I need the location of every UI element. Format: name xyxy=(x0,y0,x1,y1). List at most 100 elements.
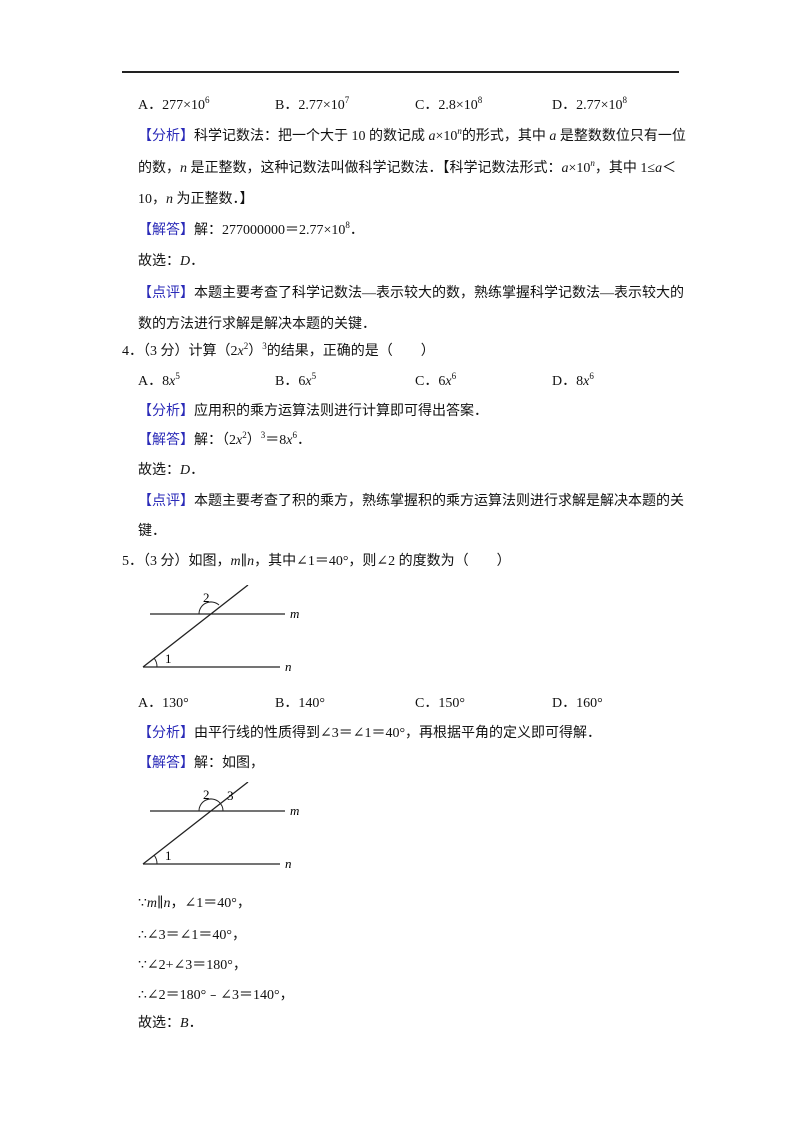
text-run: 本题主要考查了积的乘方，熟练掌握积的乘方运算法则进行求解是解决本题的关 xyxy=(194,494,684,509)
text-run: ＜ xyxy=(662,161,677,176)
text-run: 3 xyxy=(262,341,267,351)
text-line: ∴∠3＝∠1＝40°， xyxy=(138,926,246,946)
figure-label: n xyxy=(285,856,292,871)
text-run: 7 xyxy=(344,95,350,105)
option: A．277×106 xyxy=(138,96,210,116)
text-line: 的数，n 是正整数，这种记数法叫做科学记数法．【科学记数法形式：a×10n，其中… xyxy=(138,159,676,179)
text-run: ∴∠3＝∠1＝40°， xyxy=(138,928,246,943)
text-run: ． xyxy=(188,1016,203,1031)
text-run: 本题主要考查了科学记数法—表示较大的数，熟练掌握科学记数法—表示较大的 xyxy=(194,286,684,301)
text-line: 【解答】解：277000000＝2.77×108． xyxy=(138,221,364,241)
text-run: n xyxy=(247,554,255,569)
option: B．6x5 xyxy=(275,372,316,392)
text-run: x xyxy=(583,374,590,389)
text-run: m xyxy=(230,554,241,569)
text-run: ，其中∠1＝40°，则∠2 的度数为（ ） xyxy=(254,554,511,569)
text-run: 的数， xyxy=(138,161,180,176)
text-run: ，其中 1≤ xyxy=(594,161,656,176)
text-run: 【解答】 xyxy=(138,433,194,448)
text-run: 由平行线的性质得到∠3＝∠1＝40°，再根据平角的定义即可得解． xyxy=(194,726,602,741)
text-run: 6 xyxy=(589,371,594,381)
figure-label: m xyxy=(290,606,299,621)
text-run: 科学记数法：把一个大于 10 的数记成 xyxy=(194,129,429,144)
text-run: ＝8 xyxy=(265,433,287,448)
text-run: 5 xyxy=(311,371,317,381)
text-run: 故选： xyxy=(138,1016,180,1031)
figure-label: 1 xyxy=(165,848,172,863)
text-run: ∵∠2+∠3＝180°， xyxy=(138,958,247,973)
geometry-figure: 2 3 m 1 n xyxy=(142,782,299,871)
text-run: 6 xyxy=(205,95,210,105)
text-run: x xyxy=(445,374,452,389)
text-run: A．277×10 xyxy=(138,98,206,113)
text-run: x xyxy=(305,374,312,389)
text-run: 8 xyxy=(477,95,483,105)
text-run: ×10 xyxy=(435,129,458,144)
text-run: ∴∠2＝180°﹣∠3＝140°， xyxy=(138,988,294,1003)
text-line: ∴∠2＝180°﹣∠3＝140°， xyxy=(138,986,294,1006)
text-run: ． xyxy=(190,254,205,269)
option: C．6x6 xyxy=(415,372,456,392)
text-line: 【点评】本题主要考查了科学记数法—表示较大的数，熟练掌握科学记数法—表示较大的 xyxy=(138,284,684,304)
text-run: n xyxy=(166,192,173,207)
text-run: 【分析】 xyxy=(138,404,194,419)
text-line: ∵∠2+∠3＝180°， xyxy=(138,956,247,976)
text-run: a xyxy=(655,161,663,176)
text-run: 【解答】 xyxy=(138,756,194,771)
transversal xyxy=(142,585,249,668)
text-run: n xyxy=(163,896,171,911)
text-run: 是正整数，这种记数法叫做科学记数法．【科学记数法形式： xyxy=(187,161,562,176)
option: A．8x5 xyxy=(138,372,180,392)
text-run: 解：（2 xyxy=(194,433,236,448)
text-run: 3 xyxy=(260,430,266,440)
text-run: 为正整数．】 xyxy=(173,192,254,207)
text-run: n xyxy=(457,126,462,136)
text-run: D．2.77×10 xyxy=(552,98,623,113)
figure-label: 1 xyxy=(165,651,172,666)
text-run: 8 xyxy=(345,220,350,230)
figure-label: m xyxy=(290,803,299,818)
text-run: ∥ xyxy=(157,896,164,911)
text-run: 【点评】 xyxy=(138,494,194,509)
text-run: 数的方法进行求解是解决本题的关键． xyxy=(138,317,376,332)
text-run: 的形式，其中 xyxy=(461,129,550,144)
text-run: D．160° xyxy=(552,696,603,711)
text-run: ，∠1＝40°， xyxy=(170,896,251,911)
text-line: 故选：B． xyxy=(138,1014,203,1034)
text-run: x xyxy=(169,374,176,389)
text-run: A．8 xyxy=(138,374,170,389)
text-run: 6 xyxy=(292,430,297,440)
text-run: D xyxy=(180,463,191,478)
question-line: 5．（3 分）如图，m∥n，其中∠1＝40°，则∠2 的度数为（ ） xyxy=(122,552,511,572)
text-run: D．8 xyxy=(552,374,584,389)
text-run: a xyxy=(561,161,569,176)
text-run: x xyxy=(236,433,243,448)
text-run: a xyxy=(549,129,557,144)
option: D．8x6 xyxy=(552,372,594,392)
text-line: 故选：D． xyxy=(138,252,204,272)
text-run: 2 xyxy=(242,430,247,440)
text-run: 6 xyxy=(451,371,457,381)
figure-label: 2 xyxy=(203,590,210,605)
text-line: 【分析】由平行线的性质得到∠3＝∠1＝40°，再根据平角的定义即可得解． xyxy=(138,724,601,744)
text-run: 10， xyxy=(138,192,166,207)
angle-arc xyxy=(198,601,220,615)
text-run: 键． xyxy=(138,524,166,539)
text-run: 解：如图， xyxy=(194,756,264,771)
figure-label: n xyxy=(285,659,292,674)
text-line: 故选：D． xyxy=(138,461,204,481)
text-run: ×10 xyxy=(568,161,591,176)
text-run: ∥ xyxy=(240,554,248,569)
text-run: 【分析】 xyxy=(138,129,194,144)
top-rule xyxy=(122,71,679,73)
transversal xyxy=(142,782,249,865)
text-run: ） xyxy=(248,344,263,359)
text-line: 【解答】解：如图， xyxy=(138,754,264,774)
text-run: 应用积的乘方运算法则进行计算即可得出答案． xyxy=(194,404,488,419)
text-run: D xyxy=(180,254,191,269)
text-run: 故选： xyxy=(138,463,180,478)
angle-arc xyxy=(198,798,220,812)
figure-label: 3 xyxy=(227,788,234,803)
question-line: 4．（3 分）计算（2x2）3的结果，正确的是（ ） xyxy=(122,342,435,362)
figure-label: 2 xyxy=(203,787,210,802)
